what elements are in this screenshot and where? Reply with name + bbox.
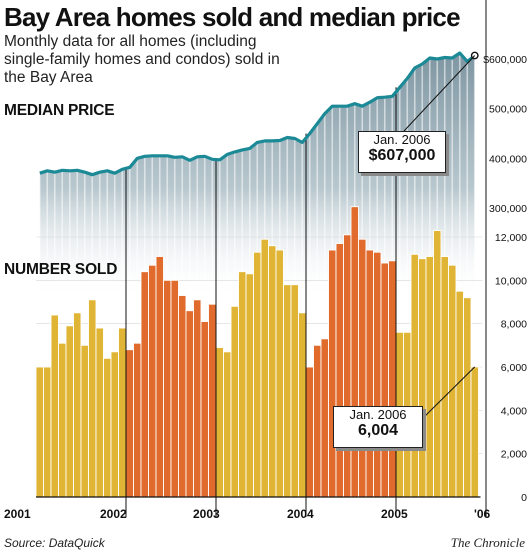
sold-bar <box>365 249 374 498</box>
sold-bar <box>350 206 359 498</box>
sold-bar <box>185 310 194 498</box>
sold-bar <box>223 351 232 498</box>
sold-bar <box>320 338 329 498</box>
x-tick-label: 2005 <box>381 507 408 521</box>
price-callout-leader <box>403 55 476 132</box>
x-tick-label: 2002 <box>100 507 127 521</box>
sold-bar <box>110 351 119 498</box>
sold-bar <box>103 357 112 498</box>
price-callout-date: Jan. 2006 <box>373 132 431 147</box>
price-tick-label: 400,000 <box>489 153 527 165</box>
sold-bar <box>148 264 157 498</box>
sold-tick-label: 4,000 <box>501 405 527 417</box>
publication-credit: The Chronicle <box>450 535 525 550</box>
sold-bar <box>178 295 187 498</box>
sold-bar <box>448 264 457 498</box>
sold-bar <box>125 349 134 498</box>
sold-bar <box>170 279 179 498</box>
sold-callout-value: 6,004 <box>357 422 399 439</box>
x-tick-label: '06 <box>474 507 491 521</box>
price-tick-label: $600,000 <box>483 54 527 66</box>
sold-bar <box>200 321 209 498</box>
sold-bar <box>268 245 277 498</box>
sold-bar <box>335 243 344 498</box>
sold-bar <box>193 299 202 498</box>
sold-bar <box>155 256 164 498</box>
sold-bar <box>95 327 104 498</box>
sold-bar <box>418 258 427 498</box>
sold-bar <box>140 271 149 498</box>
sold-bar <box>425 256 434 498</box>
sold-bar <box>343 234 352 498</box>
chart-subtitle: Monthly data for all homes (including si… <box>4 33 280 86</box>
sold-bar <box>133 342 142 498</box>
x-tick-label: 2001 <box>4 507 31 521</box>
price-line <box>39 51 476 177</box>
sold-tick-label: 6,000 <box>501 362 527 374</box>
sold-bar <box>73 312 82 498</box>
sold-bar <box>358 238 367 498</box>
sold-tick-label: 2,000 <box>501 449 527 461</box>
sold-bar <box>35 366 44 498</box>
sold-bar <box>283 284 292 498</box>
sold-bar <box>245 273 254 498</box>
sold-bar <box>215 347 224 498</box>
sold-bar <box>208 303 217 498</box>
sold-bar <box>260 238 269 498</box>
sold-bar <box>313 344 322 498</box>
sold-bar <box>80 344 89 498</box>
sold-tick-label: 8,000 <box>501 319 527 331</box>
sold-bar <box>380 262 389 498</box>
sold-bar <box>440 256 449 498</box>
sold-bar <box>373 251 382 498</box>
price-callout: Jan. 2006 $607,000 <box>358 131 446 173</box>
median-price-label: MEDIAN PRICE <box>4 102 115 119</box>
sold-bar <box>275 249 284 498</box>
number-sold-label: NUMBER SOLD <box>4 261 118 278</box>
price-tick-label: 300,000 <box>489 203 527 215</box>
sold-bar <box>305 366 314 498</box>
sold-callout: Jan. 2006 6,004 <box>333 406 423 448</box>
sold-bar <box>58 342 67 498</box>
source-note: Source: DataQuick <box>4 536 105 550</box>
price-tick-label: 500,000 <box>489 104 527 116</box>
sold-bar <box>433 230 442 498</box>
sold-bar <box>238 271 247 498</box>
sold-bar <box>410 253 419 498</box>
chart-title: Bay Area homes sold and median price <box>4 2 461 32</box>
x-tick-label: 2004 <box>287 507 314 521</box>
sold-bar <box>163 279 172 498</box>
sold-bar <box>298 312 307 498</box>
sold-tick-label: 12,000 <box>495 232 527 244</box>
sold-callout-date: Jan. 2006 <box>349 407 407 422</box>
sold-bar <box>388 260 397 498</box>
sold-callout-leader <box>420 366 476 421</box>
sold-bar <box>463 297 472 498</box>
sold-bar <box>470 366 479 498</box>
sold-bar <box>290 284 299 498</box>
sold-bar <box>118 327 127 498</box>
sold-bar <box>455 290 464 498</box>
sold-bar <box>328 249 337 498</box>
sold-bar <box>253 251 262 498</box>
sold-bar <box>65 325 74 498</box>
sold-bar <box>230 305 239 498</box>
sold-bar <box>88 299 97 498</box>
x-tick-label: 2003 <box>193 507 220 521</box>
sold-tick-label: 10,000 <box>495 275 527 287</box>
sold-bar <box>50 314 59 498</box>
price-callout-value: $607,000 <box>368 147 436 164</box>
sold-tick-label: 0 <box>521 492 527 504</box>
sold-bar <box>43 366 52 498</box>
